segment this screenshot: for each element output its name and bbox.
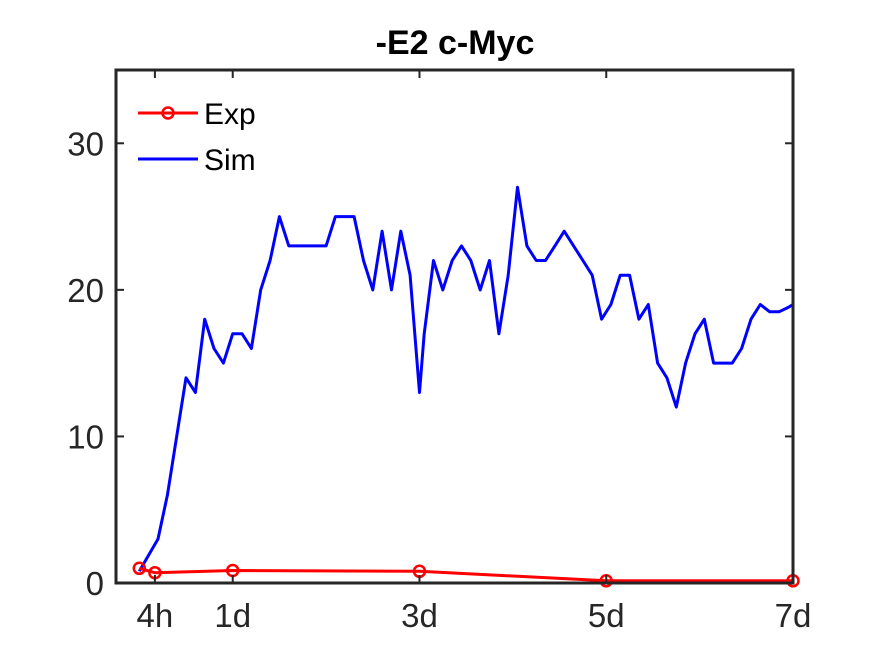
plot-frame <box>114 68 795 585</box>
x-tick-label: 7d <box>775 597 812 634</box>
series-line-sim <box>138 185 794 573</box>
x-tick-label: 3d <box>401 597 438 634</box>
series-line-exp <box>138 566 793 583</box>
y-tick-label: 20 <box>67 272 104 309</box>
axis-layer: 0 10 20 30 4h 1d 3d 5d 7d <box>67 68 812 634</box>
y-tick-label: 10 <box>67 418 104 455</box>
legend-label-exp: Exp <box>204 98 256 131</box>
x-tick-label: 5d <box>588 597 625 634</box>
x-tick-label: 4h <box>137 597 174 634</box>
y-tick-label: 30 <box>67 125 104 162</box>
chart-title: -E2 c-Myc <box>376 24 535 62</box>
x-tick-label: 1d <box>214 597 251 634</box>
y-tick-label: 0 <box>86 565 104 602</box>
legend-marker-exp <box>161 106 175 120</box>
data-point-exp <box>132 561 147 576</box>
legend-label-sim: Sim <box>204 144 256 177</box>
legend: Exp Sim <box>138 98 256 177</box>
